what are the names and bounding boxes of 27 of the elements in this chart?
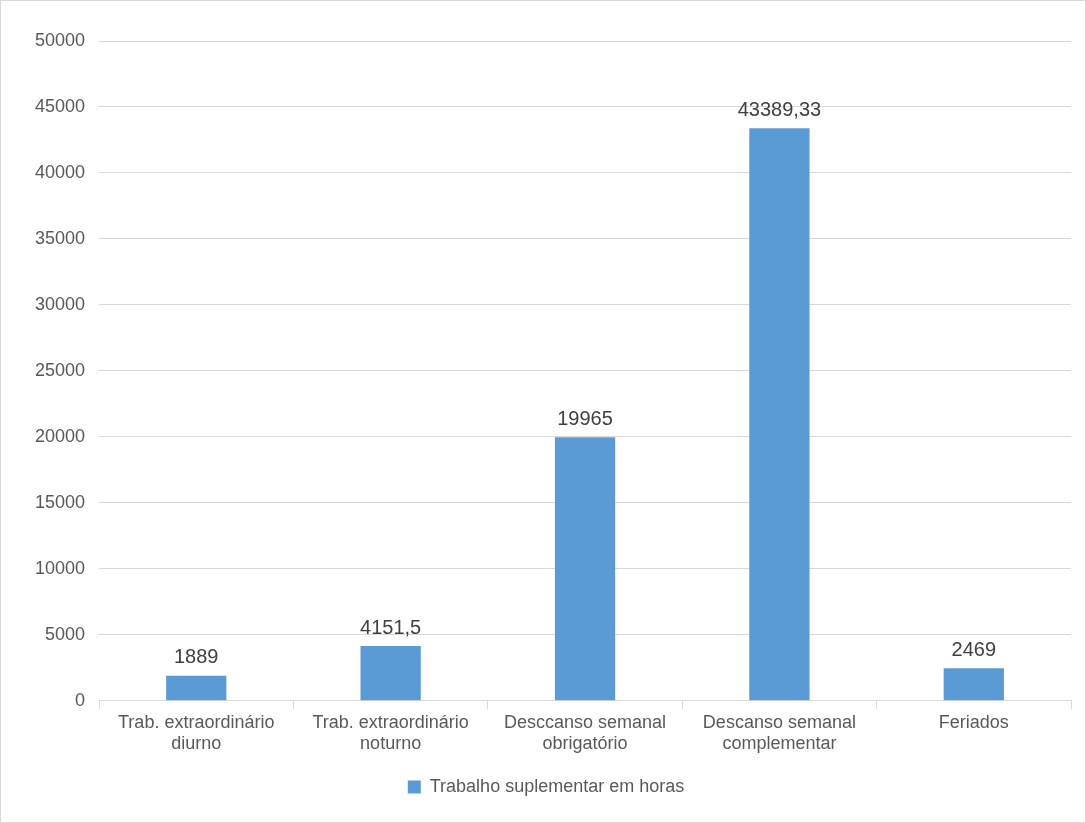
y-tick-label: 5000 [45, 623, 86, 644]
y-tick-label: 40000 [34, 161, 86, 182]
bar [554, 437, 616, 701]
x-tick-label: Descanso semanal complementar [702, 711, 856, 754]
legend-label: Trabalho suplementar em horas [429, 775, 685, 796]
y-tick-label: 25000 [34, 359, 86, 380]
bar [749, 128, 810, 701]
y-tick-label: 20000 [34, 425, 86, 446]
x-tick-label: Trab. extraordinário noturno [312, 711, 469, 754]
x-tick-label: Desccanso semanal obrigatório [503, 711, 667, 754]
y-tick-label: 45000 [34, 95, 86, 116]
data-label: 19965 [557, 406, 613, 429]
y-tick-label: 50000 [34, 29, 86, 50]
y-tick-label: 35000 [34, 227, 86, 248]
y-tick-label: 10000 [34, 557, 86, 578]
bar [166, 675, 227, 701]
y-tick-label: 30000 [34, 293, 86, 314]
data-label: 4151,5 [360, 615, 422, 638]
bar [360, 646, 421, 701]
data-label: 1889 [174, 645, 219, 668]
y-tick-label: 15000 [34, 491, 86, 512]
data-label: 43389,33 [737, 97, 822, 120]
data-label: 2469 [951, 637, 997, 660]
x-tick-label: Feriados [938, 711, 1009, 732]
y-tick-label: 0 [75, 689, 86, 710]
x-tick-label: Trab. extraordinário diurno [118, 711, 275, 754]
bar [943, 668, 1004, 701]
